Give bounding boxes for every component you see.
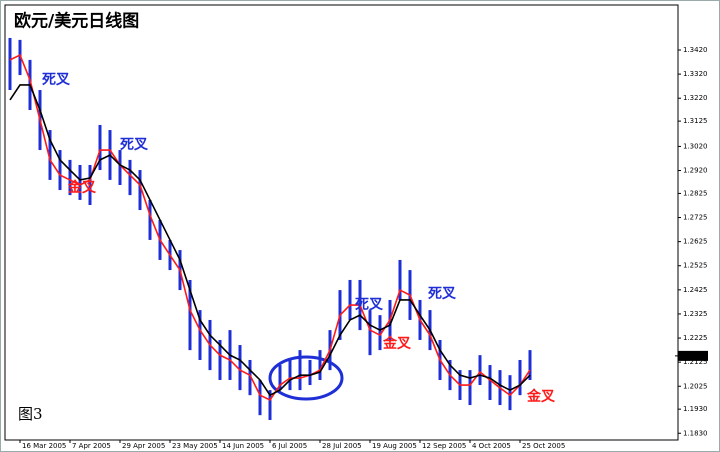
y-tick-label: 1.2725 [683, 214, 708, 222]
x-tick-label: 16 Mar 2005 [22, 442, 66, 450]
y-tick-label: 1.3020 [683, 142, 708, 150]
y-tick-label: 1.2025 [683, 382, 708, 390]
x-tick-label: 25 Oct 2005 [522, 442, 565, 450]
moving-average-line [9, 84, 531, 397]
x-tick-label: 4 Oct 2005 [472, 442, 511, 450]
y-tick-label: 1.2825 [683, 189, 708, 197]
x-tick-label: 12 Sep 2005 [422, 442, 466, 450]
y-tick-label: 1.2225 [683, 334, 708, 342]
y-tick-label: 1.3220 [683, 94, 708, 102]
x-tick-label: 19 Aug 2005 [372, 442, 417, 450]
y-tick-label: 1.2920 [683, 167, 708, 175]
annotation: 死叉 [119, 137, 149, 153]
moving-average-line [9, 53, 531, 402]
y-tick-label: 1.2125 [683, 358, 708, 366]
x-tick-label: 14 Jun 2005 [222, 442, 264, 450]
y-tick-label: 1.2325 [683, 310, 708, 318]
annotation: 死叉 [354, 297, 384, 313]
x-tick-label: 6 Jul 2005 [272, 442, 307, 450]
annotation: 金叉 [382, 335, 412, 352]
x-tick-label: 28 Jul 2005 [322, 442, 362, 450]
chart-title: 欧元/美元日线图 [14, 11, 139, 32]
y-tick-label: 1.3420 [683, 46, 708, 54]
annotation: 死叉 [427, 286, 457, 302]
y-tick-label: 1.1930 [683, 405, 708, 413]
current-price-label: 1.2151 [681, 352, 706, 360]
x-tick-label: 29 Apr 2005 [122, 442, 165, 450]
figure-label: 图3 [18, 405, 43, 423]
annotation: 金叉 [67, 179, 97, 196]
x-tick-label: 7 Apr 2005 [72, 442, 111, 450]
x-tick-label: 23 May 2005 [172, 442, 218, 450]
y-tick-label: 1.1830 [683, 429, 708, 437]
y-tick-label: 1.3125 [683, 117, 708, 125]
plot-area [4, 4, 679, 441]
y-tick-label: 1.3320 [683, 70, 708, 78]
annotation: 死叉 [41, 72, 71, 88]
y-tick-label: 1.2425 [683, 286, 708, 294]
annotation: 金叉 [526, 388, 556, 405]
y-tick-label: 1.2625 [683, 238, 708, 246]
highlight-ellipse [268, 355, 344, 401]
y-tick-label: 1.2525 [683, 262, 708, 270]
current-price-box [678, 350, 708, 361]
